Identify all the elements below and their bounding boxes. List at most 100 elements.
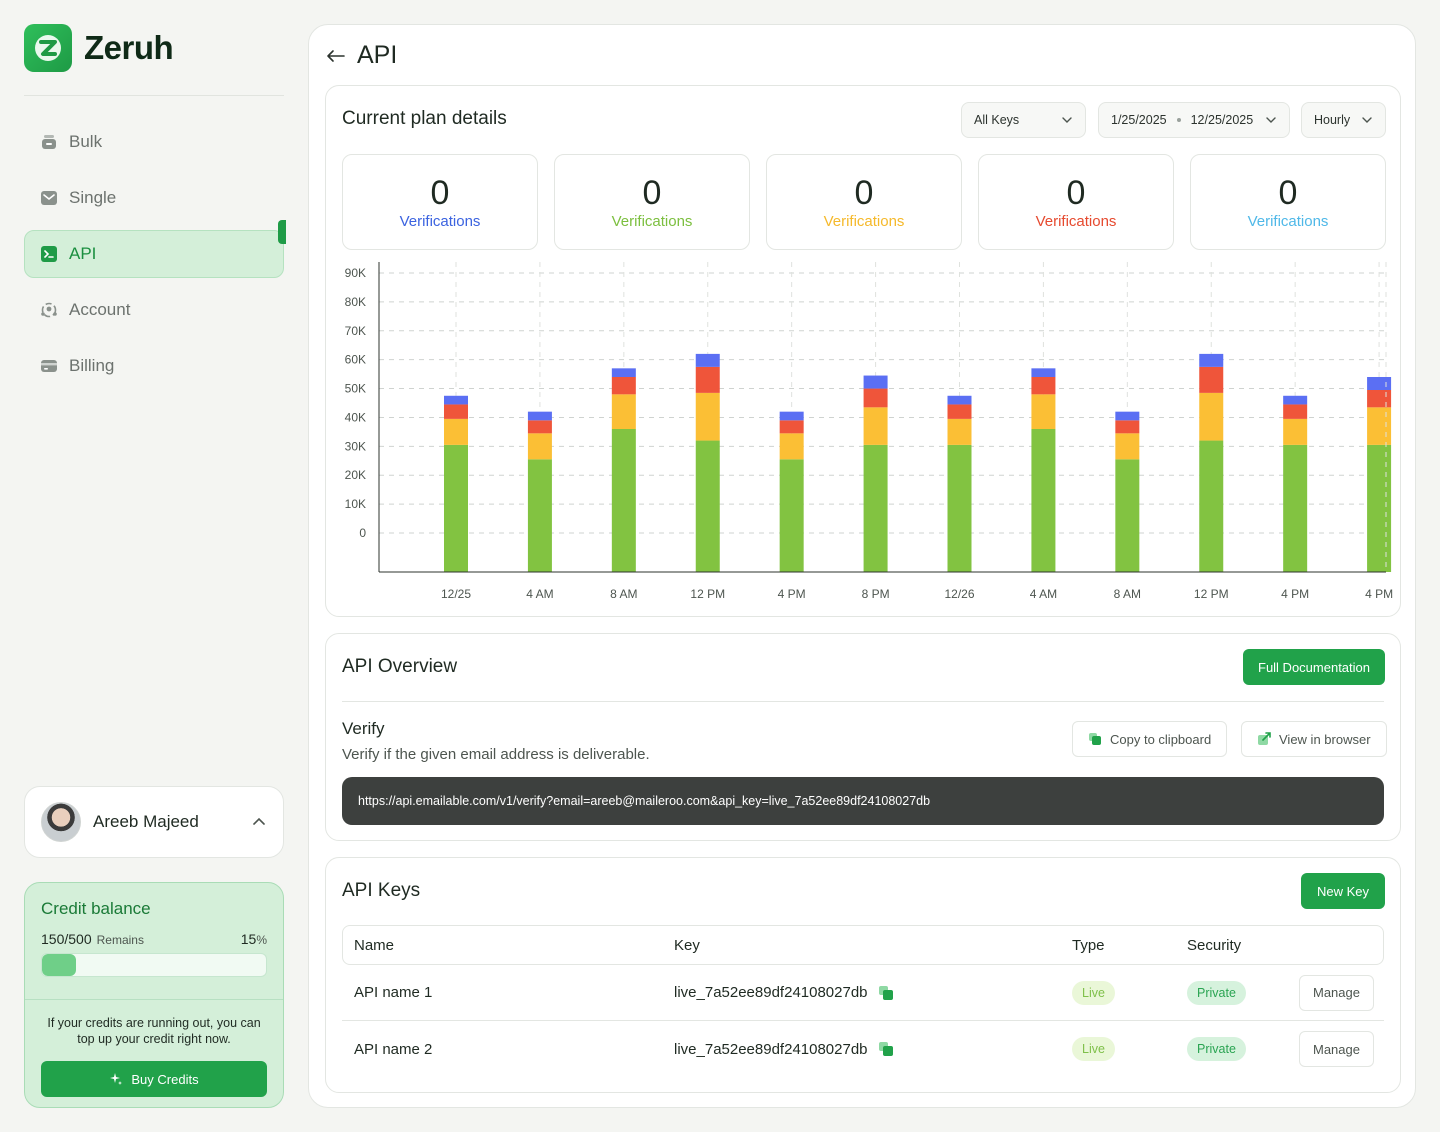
bar-segment [947,395,972,405]
column-header-type: Type [1072,936,1105,954]
bar-segment [1115,433,1140,460]
verify-description: Verify if the given email address is del… [342,746,650,763]
table-header: Name Key Type Security [342,925,1384,965]
bar-segment [779,420,804,434]
stat-label: Verifications [823,213,905,230]
main-panel: API Current plan details All Keys 1/25/2… [308,24,1416,1108]
sidebar-item-api[interactable]: API [24,230,284,278]
y-tick-label: 80K [345,295,366,309]
copy-icon[interactable] [878,985,894,1001]
manage-cell: Manage [1299,1031,1374,1067]
user-name: Areeb Majeed [93,812,199,831]
copy-label: Copy to clipboard [1110,731,1212,747]
bar-segment [527,433,552,460]
verify-title: Verify [342,719,385,738]
sidebar-item-bulk[interactable]: Bulk [24,118,284,166]
keys-dropdown[interactable]: All Keys [961,102,1086,138]
bar-segment [779,459,804,572]
x-tick-label: 4 PM [778,587,806,601]
interval-dropdown[interactable]: Hourly [1301,102,1386,138]
y-tick-label: 30K [345,439,366,453]
credit-progress-bar [41,953,267,977]
copy-icon [1089,733,1101,745]
overview-title: API Overview [342,656,458,677]
stat-card: 0 Verifications [342,154,538,250]
divider [342,701,1384,702]
table-row: API name 2 live_7a52ee89df24108027db Liv… [342,1021,1384,1077]
bar-segment [527,420,552,434]
new-key-button[interactable]: New Key [1300,873,1385,909]
bar-segment [444,418,468,445]
buy-credits-button[interactable]: Buy Credits [41,1061,267,1097]
x-tick-label: 8 PM [862,587,890,601]
table-row: API name 1 live_7a52ee89df24108027db Liv… [342,965,1384,1021]
stat-value: 0 [430,174,450,212]
key-value-cell: live_7a52ee89df24108027db [674,1041,894,1058]
sparkle-icon [110,1073,123,1085]
bar-segment [1031,394,1056,429]
date-range-picker[interactable]: 1/25/2025 12/25/2025 [1098,102,1290,138]
back-arrow-icon[interactable] [325,45,347,67]
bar-segment [444,444,468,572]
sidebar: Zeruh Bulk Single API Account [24,24,284,1108]
sidebar-item-single[interactable]: Single [24,174,284,222]
x-tick-label: 4 AM [526,587,553,601]
api-url-code[interactable]: https://api.emailable.com/v1/verify?emai… [342,777,1384,825]
credit-percent: 15% [241,931,267,947]
date-to: 12/25/2025 [1190,113,1254,127]
bar-segment [695,440,720,572]
y-tick-label: 10K [345,497,366,511]
plan-title: Current plan details [342,108,507,129]
credit-percent-value: 15 [240,931,257,947]
credit-balance-card: Credit balance 150/500 Remains 15% If yo… [24,882,284,1108]
key-value-cell: live_7a52ee89df24108027db [674,984,894,1001]
y-tick-label: 0 [359,526,366,540]
chevron-up-icon[interactable] [251,814,267,830]
bar-segment [1283,395,1308,405]
api-keys-table: Name Key Type Security API name 1 live_7… [342,925,1384,1077]
sidebar-item-billing[interactable]: Billing [24,342,284,390]
manage-button[interactable]: Manage [1299,1031,1374,1067]
stat-card: 0 Verifications [1190,154,1386,250]
bar-segment [611,368,636,377]
x-tick-label: 8 AM [1114,587,1141,601]
api-overview-card: API Overview Full Documentation Verify V… [325,633,1401,841]
bar-segment [1283,404,1308,419]
card-icon [39,356,59,376]
brand[interactable]: Zeruh [24,24,284,72]
user-menu[interactable]: Areeb Majeed [24,786,284,858]
stat-card: 0 Verifications [766,154,962,250]
bar-segment [1367,377,1392,390]
bar-segment [779,433,804,460]
sidebar-item-label: API [69,244,97,263]
separator-dot [1176,118,1181,122]
chevron-down-icon [1362,117,1372,123]
copy-icon[interactable] [878,1041,894,1057]
manage-button[interactable]: Manage [1299,974,1374,1011]
bar-segment [1283,418,1308,445]
sidebar-item-account[interactable]: Account [24,286,284,334]
column-header-security: Security [1187,936,1242,954]
view-label: View in browser [1279,731,1371,747]
copy-to-clipboard-button[interactable]: Copy to clipboard [1072,721,1228,757]
bar-segment [1367,390,1392,408]
bar-segment [1115,420,1140,434]
bar-segment [1199,392,1224,441]
key-name: API name 2 [354,1040,433,1058]
view-in-browser-button[interactable]: View in browser [1241,721,1387,757]
zeruh-logo-icon [24,24,72,72]
bar-segment [1283,444,1308,572]
bar-segment [1115,459,1140,572]
x-tick-label: 12 PM [1194,587,1229,601]
bar-segment [444,404,468,419]
x-tick-label: 12/26 [944,587,974,601]
stat-value: 0 [1066,174,1086,212]
credit-message: If your credits are running out, you can… [47,1016,261,1046]
type-badge: Live [1072,1037,1115,1061]
keys-title: API Keys [342,880,421,901]
full-documentation-button[interactable]: Full Documentation [1243,649,1385,685]
brand-name: Zeruh [84,29,174,66]
x-tick-label: 4 AM [1030,587,1057,601]
manage-cell: Manage [1299,974,1374,1011]
bar-segment [695,392,720,441]
